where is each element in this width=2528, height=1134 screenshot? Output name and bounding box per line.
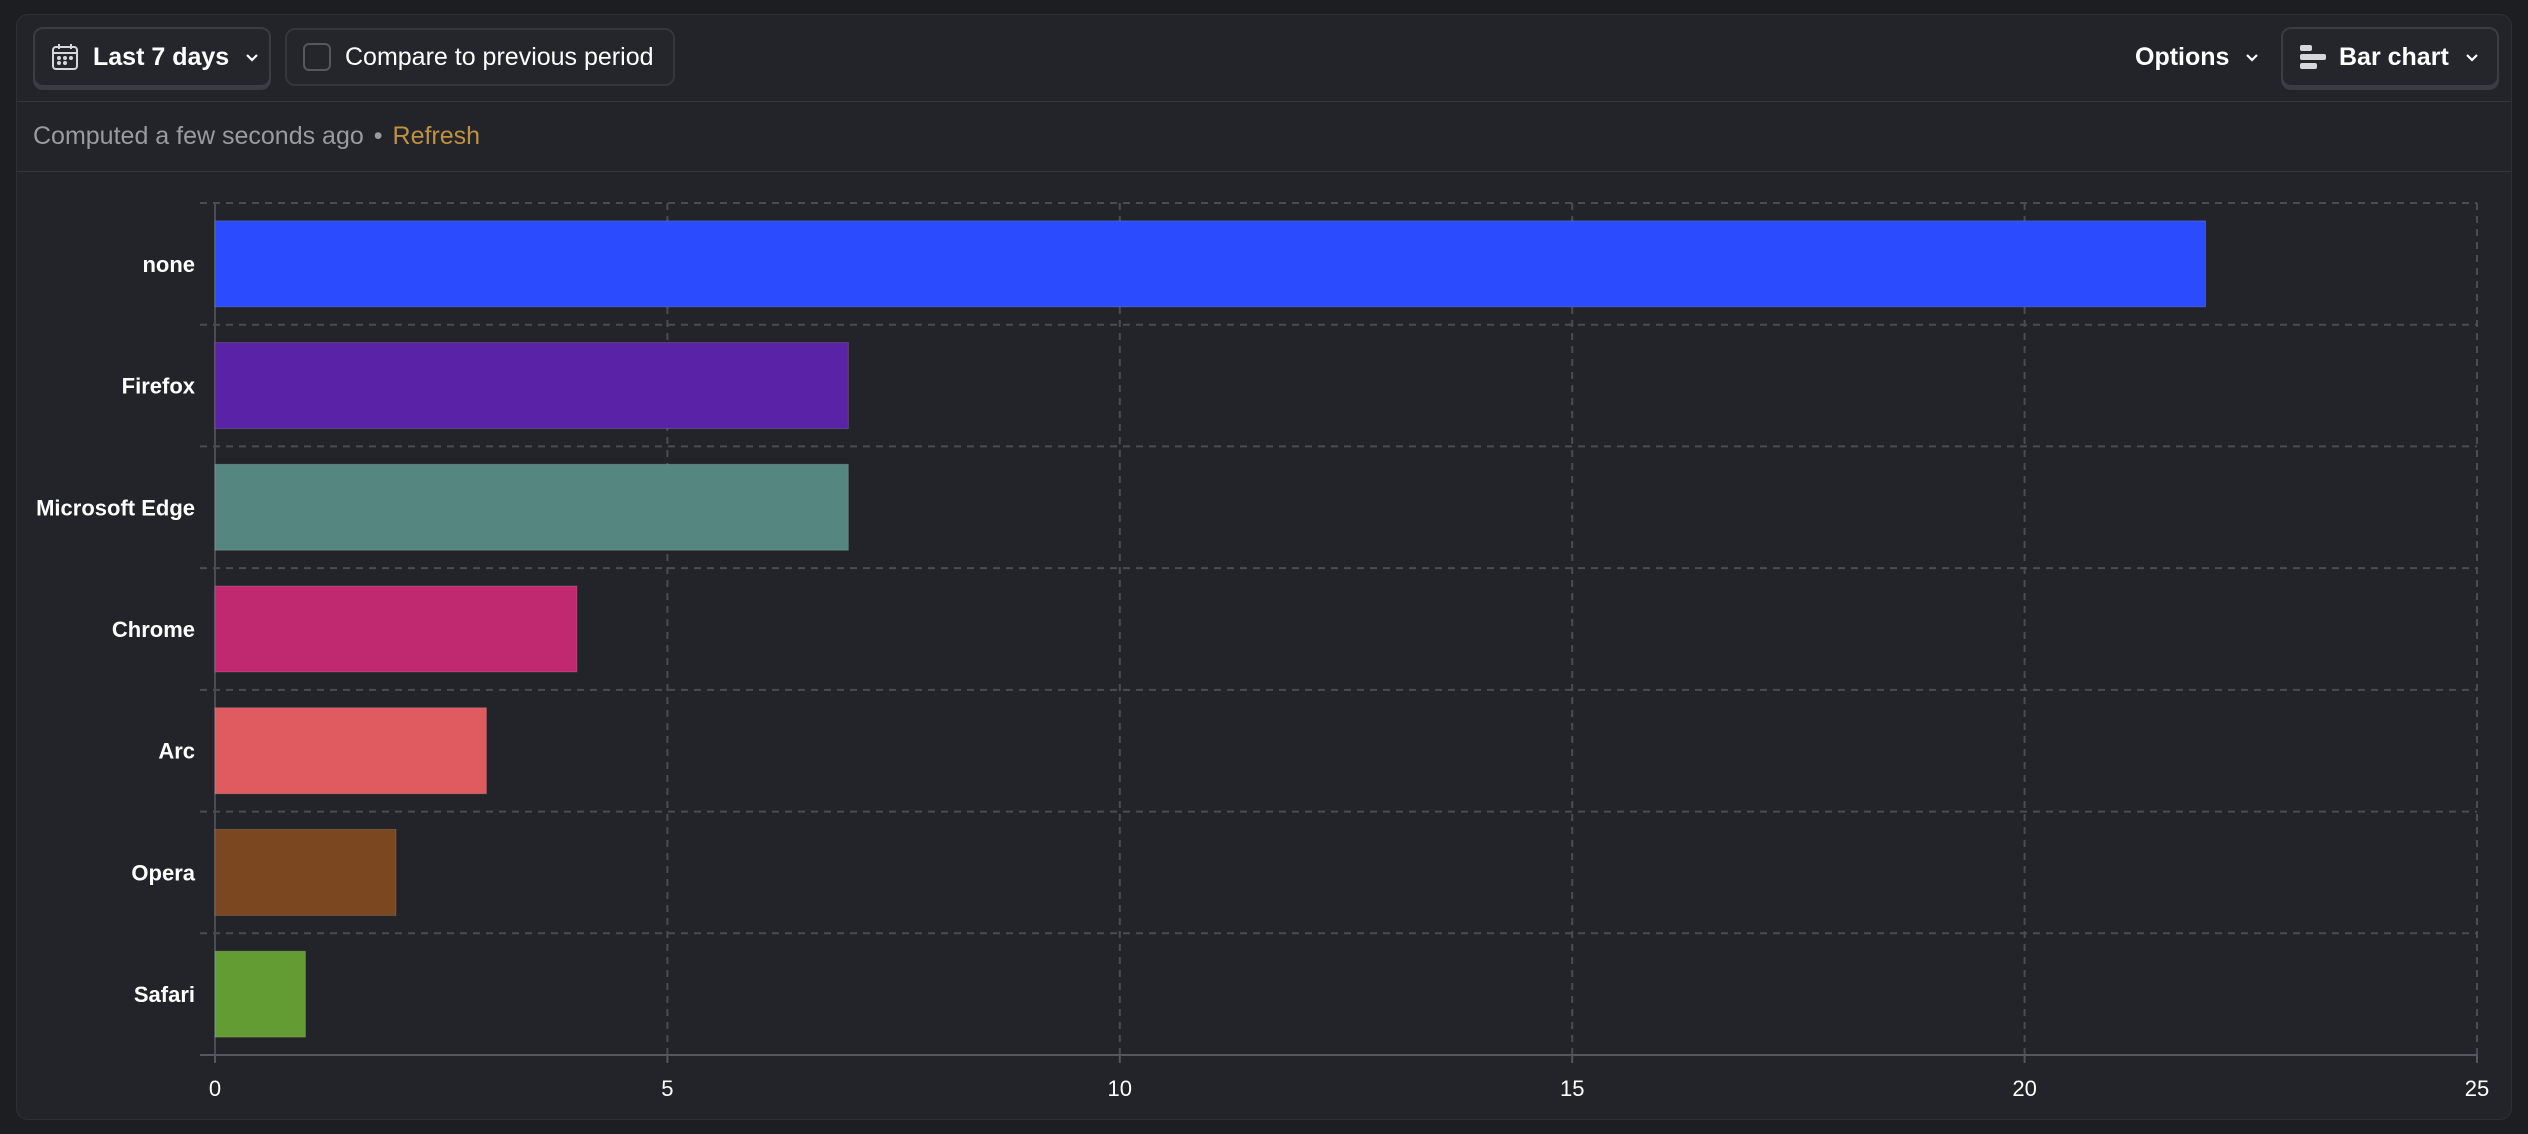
chart-type-button[interactable]: Bar chart [2281, 27, 2499, 87]
category-label: Microsoft Edge [36, 495, 195, 520]
x-tick-label: 15 [1560, 1076, 1584, 1101]
status-separator: • [373, 122, 383, 150]
insight-panel: Last 7 days Compare to previous period O… [16, 14, 2512, 1120]
compare-previous-period-toggle[interactable]: Compare to previous period [285, 28, 675, 86]
x-tick-label: 10 [1108, 1076, 1132, 1101]
bar-safari[interactable] [214, 950, 306, 1038]
chevron-down-icon [2463, 48, 2481, 66]
bar-opera[interactable] [214, 828, 397, 916]
options-button[interactable]: Options [2117, 28, 2273, 86]
x-tick-label: 0 [209, 1076, 221, 1101]
compare-label: Compare to previous period [345, 42, 654, 71]
toolbar: Last 7 days Compare to previous period O… [17, 15, 2511, 102]
category-label: Opera [131, 860, 195, 885]
bar-chrome[interactable] [214, 585, 578, 673]
refresh-link[interactable]: Refresh [392, 122, 481, 150]
bar-none[interactable] [214, 220, 2207, 308]
category-label: Firefox [122, 374, 196, 399]
category-label: Arc [158, 739, 195, 764]
bar-microsoft-edge[interactable] [214, 463, 849, 551]
options-label: Options [2135, 42, 2230, 71]
chevron-down-icon [243, 48, 261, 66]
category-label: none [142, 252, 195, 277]
x-tick-label: 5 [661, 1076, 673, 1101]
calendar-icon [51, 43, 79, 71]
chevron-down-icon [2243, 48, 2261, 66]
date-range-label: Last 7 days [93, 42, 230, 71]
bar-firefox[interactable] [214, 342, 849, 430]
x-tick-label: 25 [2465, 1076, 2489, 1101]
category-label: Chrome [112, 617, 195, 642]
compare-checkbox[interactable] [303, 43, 331, 71]
date-range-button[interactable]: Last 7 days [33, 27, 271, 87]
category-label: Safari [134, 982, 195, 1007]
horizontal-bar-chart-icon [2299, 43, 2327, 71]
chart-type-label: Bar chart [2339, 42, 2449, 71]
computed-status-text: Computed a few seconds ago [33, 122, 364, 150]
x-tick-label: 20 [2012, 1076, 2036, 1101]
computation-status-bar: Computed a few seconds ago • Refresh [17, 102, 2511, 172]
bar-arc[interactable] [214, 707, 487, 795]
